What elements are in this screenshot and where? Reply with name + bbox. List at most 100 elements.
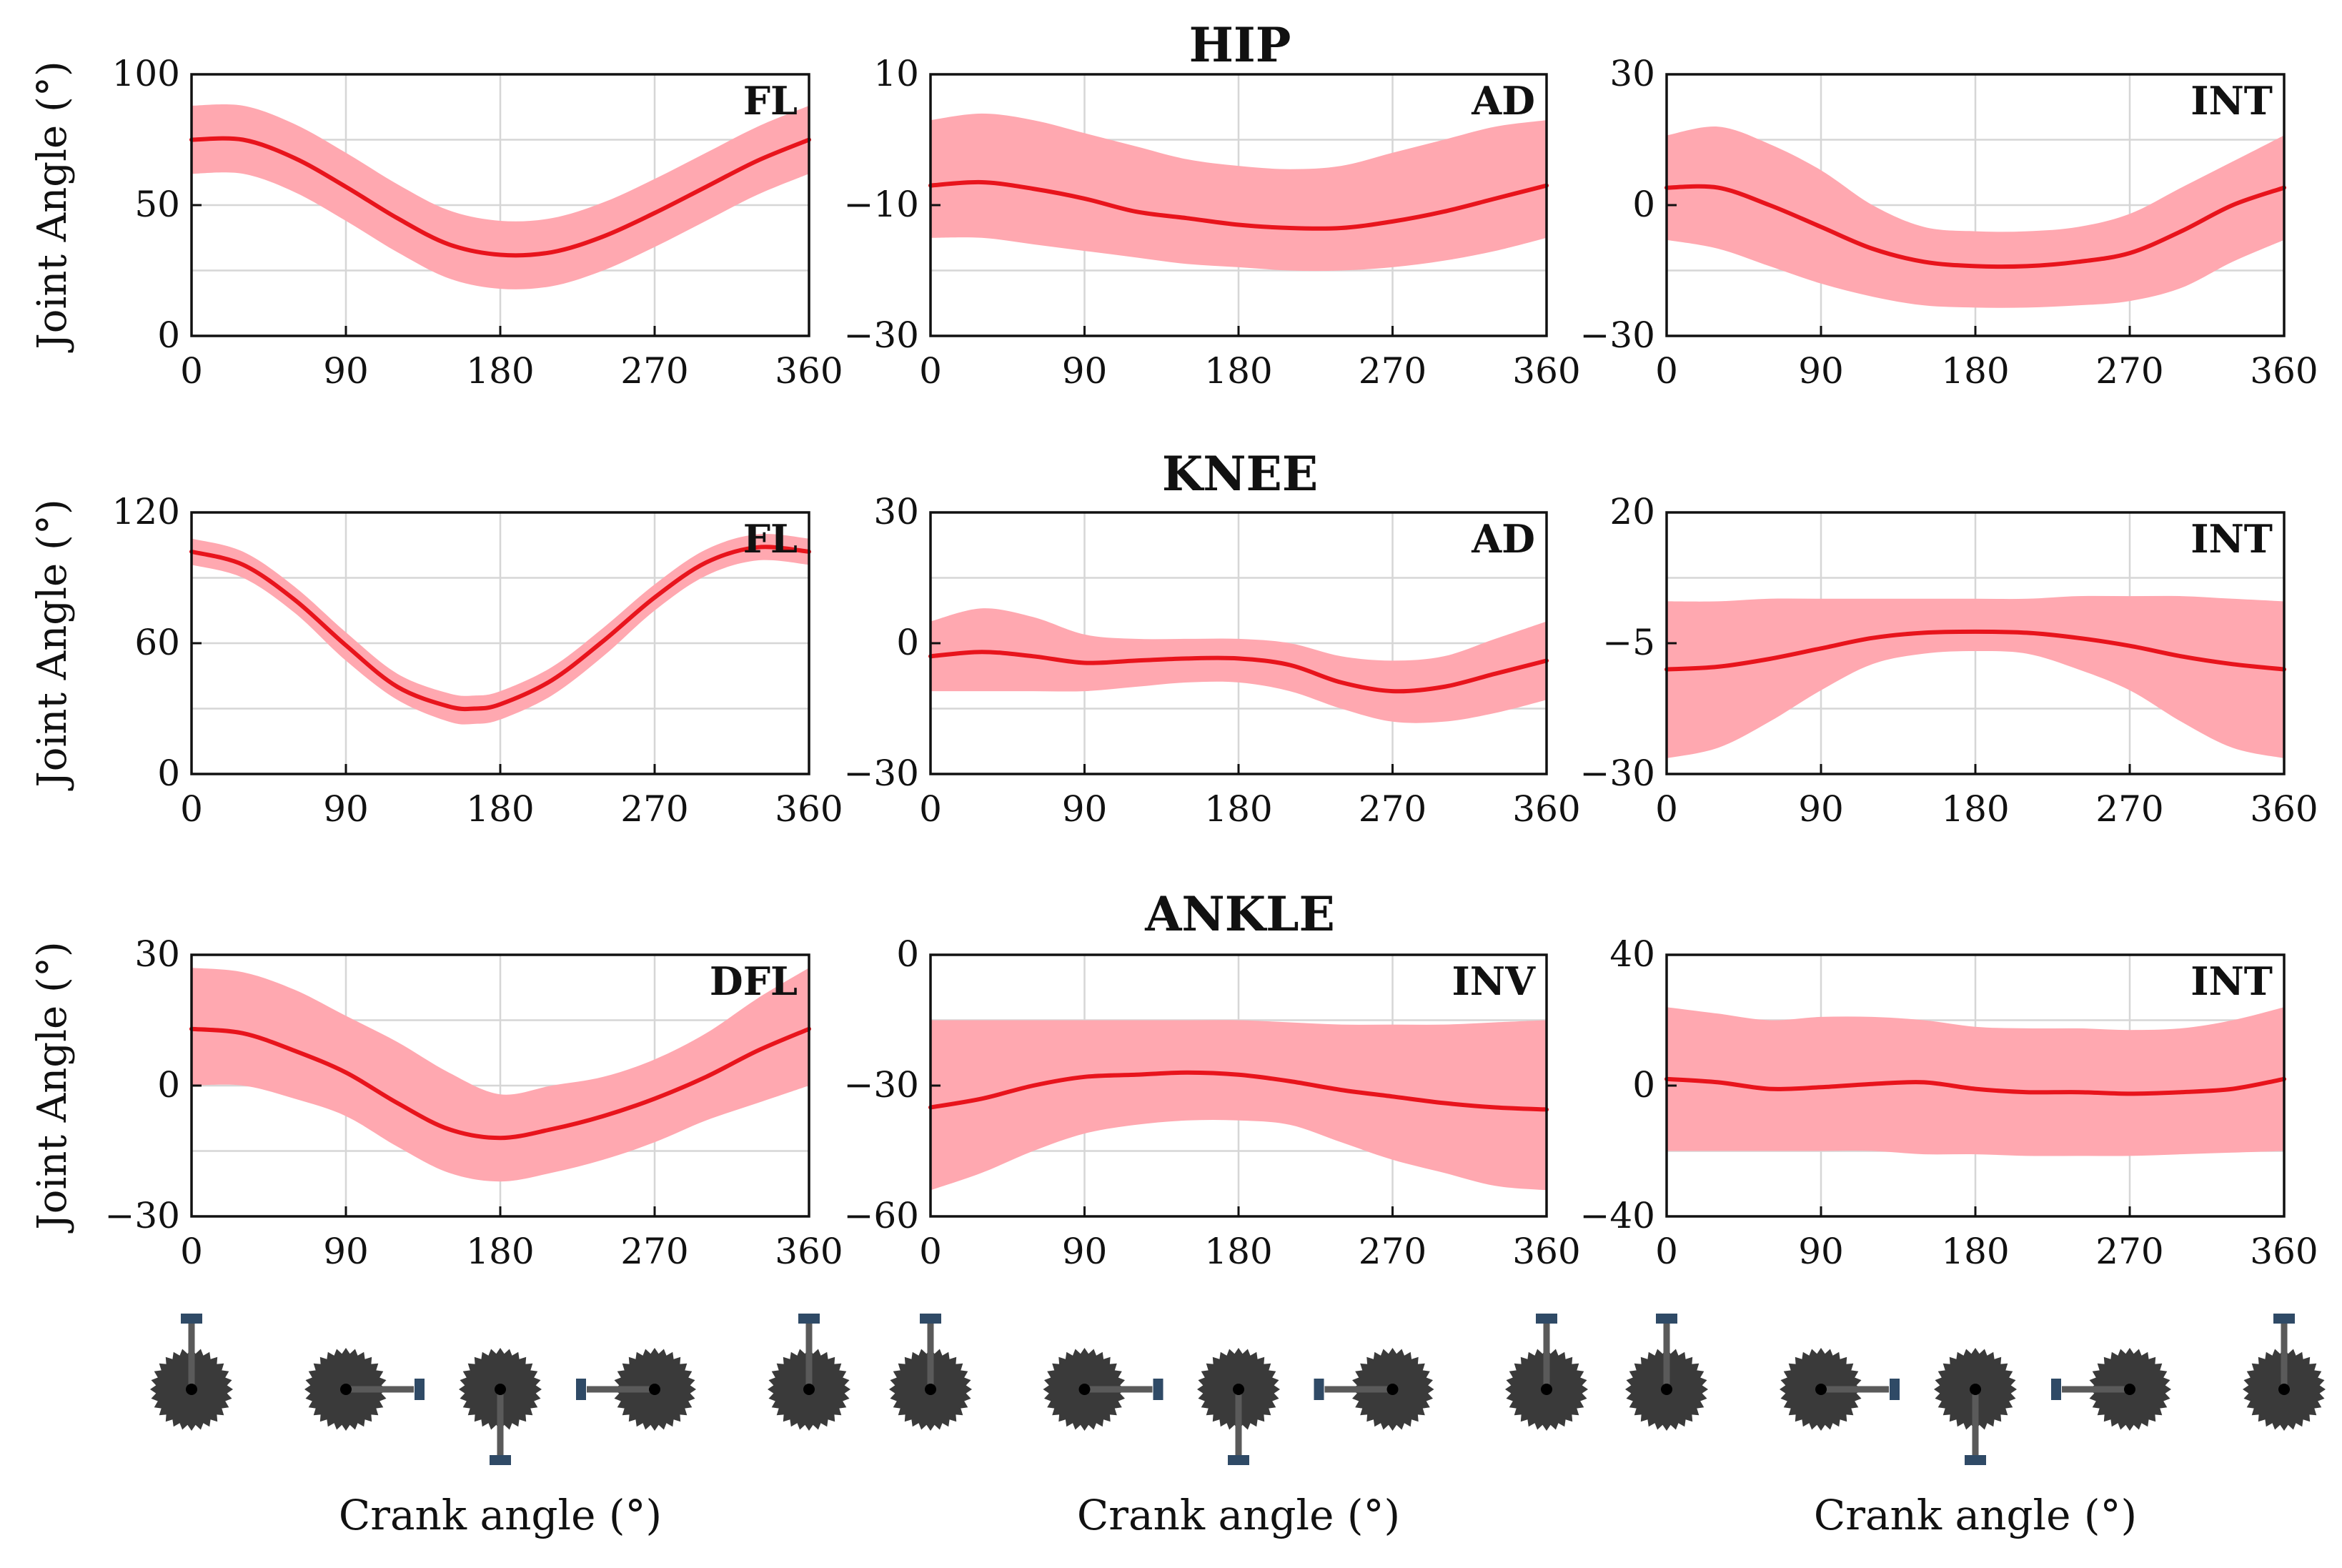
sd-band [931,1020,1547,1191]
x-tick-label: 270 [2095,788,2163,830]
x-tick-label: 360 [1512,350,1580,392]
pedal [2273,1314,2295,1324]
x-tick-label: 90 [1062,350,1108,392]
crank-icon [576,1348,696,1431]
y-tick-label: 60 [134,622,180,663]
panel-corner-label: INT [2190,78,2273,124]
x-tick-label: 270 [620,788,688,830]
x-tick-label: 360 [2250,350,2318,392]
x-tick-label: 180 [466,1231,534,1272]
panel-1-1: 0 90 180 270 360 0 50 100 FL [112,53,843,392]
pedal [1656,1314,1677,1324]
x-tick-label: 180 [466,788,534,830]
x-tick-label: 360 [775,788,843,830]
x-tick-label: 270 [1359,1231,1426,1272]
x-tick-label: 90 [323,350,369,392]
y-tick-label: 30 [1609,53,1655,94]
x-tick-label: 270 [1359,350,1426,392]
row-title: ANKLE [1144,886,1335,942]
y-axis-label: Joint Angle (°) [29,941,76,1233]
mean-line [928,1070,1549,1112]
mean-line [1664,629,2286,672]
sd-band [931,608,1547,723]
sd-band [1667,1007,2284,1156]
panel-2-1: 0 90 180 270 360 0 60 120 FL [112,491,843,830]
crank-axle [1233,1384,1244,1395]
x-tick-label: 90 [323,1231,369,1272]
x-tick-label: 0 [1655,350,1678,392]
y-tick-label: −30 [104,1195,180,1236]
panel-corner-label: FL [743,516,798,562]
pedal [415,1379,425,1400]
panel-corner-label: INV [1452,958,1536,1004]
panel-3-2: 0 90 180 270 360 −60 −30 0 INV [843,933,1580,1272]
mean-line [189,136,811,258]
x-tick-label: 0 [180,788,203,830]
x-tick-label: 270 [2095,350,2163,392]
y-tick-label: 0 [896,622,919,663]
x-tick-label: 180 [1941,788,2009,830]
pedal [1314,1379,1324,1400]
crank-axle [495,1384,506,1395]
x-tick-label: 180 [1204,350,1272,392]
y-tick-label: 0 [157,753,180,794]
x-tick-label: 180 [1204,1231,1272,1272]
crank-icon [1314,1348,1434,1431]
crank-icon [459,1348,542,1465]
pedal [490,1455,511,1465]
crank-icon [768,1314,850,1431]
y-tick-label: 0 [157,1064,180,1106]
panel-2-3: 0 90 180 270 360 −30 −5 20 INT [1579,491,2318,830]
y-tick-label: 20 [1609,491,1655,532]
crank-axle [1661,1384,1672,1395]
x-tick-label: 360 [1512,788,1580,830]
crank-icon [1625,1314,1708,1431]
y-tick-label: −30 [843,314,919,356]
crank-icon [1934,1348,2017,1465]
crank-axle [925,1384,936,1395]
x-tick-label: 0 [180,350,203,392]
x-tick-label: 360 [775,1231,843,1272]
mean-line [1664,184,2286,269]
sd-band [192,533,809,725]
y-tick-label: −40 [1579,1195,1655,1236]
crank-axle [1078,1384,1091,1395]
sd-band [1667,126,2284,308]
y-tick-label: 100 [112,53,180,94]
x-axis-label: Crank angle (°) [1814,1491,2137,1539]
sd-band [192,968,809,1182]
y-tick-label: 0 [896,933,919,975]
crank-axle [803,1384,815,1395]
x-tick-label: 90 [1798,788,1844,830]
crank-icon [150,1314,233,1431]
mean-line [189,545,811,712]
sd-band [192,104,809,289]
x-tick-label: 0 [919,788,942,830]
pedal [2051,1379,2061,1400]
mean-line [928,650,1549,694]
crank-axle [340,1384,352,1395]
x-tick-label: 270 [620,350,688,392]
x-tick-label: 90 [323,788,369,830]
y-tick-label: 0 [1632,1064,1655,1106]
x-tick-label: 90 [1798,1231,1844,1272]
pedal [1890,1379,1900,1400]
y-tick-label: 30 [873,491,919,532]
y-tick-label: −10 [843,184,919,225]
mean-line [928,179,1549,231]
sd-band [1667,595,2284,758]
panel-corner-label: AD [1471,78,1535,124]
y-tick-label: −5 [1602,622,1655,663]
y-tick-label: 0 [157,314,180,356]
x-tick-label: 360 [1512,1231,1580,1272]
x-tick-label: 90 [1798,350,1844,392]
mean-line [189,1026,811,1141]
crank-icon [1505,1314,1588,1431]
crank-axle [2278,1384,2290,1395]
crank-axle [1970,1384,1981,1395]
pedal [576,1379,586,1400]
x-tick-label: 0 [1655,788,1678,830]
pedal [1153,1379,1163,1400]
